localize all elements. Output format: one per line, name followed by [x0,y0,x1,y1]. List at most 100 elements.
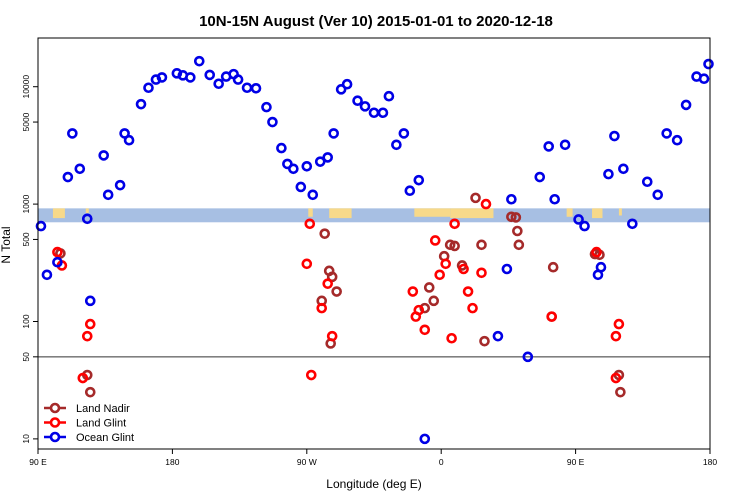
data-point [319,228,331,239]
x-tick-label: 180 [165,457,179,467]
data-point [102,189,114,201]
data-point [610,372,622,384]
data-point [462,286,474,297]
data-point [52,256,63,268]
y-axis: 10 50 100 500 1000 5000 10000 [21,75,38,444]
data-point [35,220,47,232]
points-layer [35,55,714,445]
x-axis: 90 E 180 90 W 0 90 E 180 [29,449,717,467]
legend-label: Land Nadir [76,403,130,415]
data-point [615,386,626,398]
legend-label: Land Glint [76,418,126,430]
data-point [316,302,328,314]
data-point [62,171,74,183]
data-point [510,212,522,223]
legend-swatch-marker [49,417,61,428]
data-point [591,246,602,258]
data-point [476,267,487,279]
data-point [81,213,93,225]
data-point [449,218,460,230]
band-fill-segment [450,208,494,219]
data-point [204,69,216,81]
data-point [419,302,431,314]
data-point [276,142,287,154]
legend: Land Nadir Land Glint Ocean Glint [44,402,134,444]
data-point [613,318,625,330]
data-point [295,181,307,193]
coverage-band [38,208,710,223]
legend-item: Land Nadir [44,402,130,415]
legend-swatch-marker [49,431,61,443]
data-point [322,152,334,163]
data-point [534,171,546,183]
data-point [652,189,664,201]
data-point [74,163,86,175]
data-point [326,330,338,342]
data-point [419,433,431,445]
data-point [444,239,456,251]
plot-background [38,38,710,449]
data-point [314,156,326,167]
data-point [41,269,53,281]
data-point [84,295,96,307]
data-point [328,128,339,139]
legend-item: Land Glint [44,417,126,430]
data-point [193,55,205,67]
legend-item: Ocean Glint [44,431,134,444]
data-point [335,84,347,95]
data-point [359,101,371,112]
data-point [627,218,638,230]
data-point [492,330,504,342]
data-point [479,335,490,347]
data-point [703,58,714,70]
data-point [423,282,435,293]
band-fill-segment [308,208,313,217]
data-point [610,330,622,342]
y-tick-label: 10000 [21,75,31,99]
data-point [419,324,431,336]
data-point [661,128,672,139]
y-tick-label: 100 [21,314,31,328]
data-point [641,176,653,188]
data-point [331,286,342,297]
legend-swatch-marker [49,402,61,414]
data-point [307,189,319,201]
data-point [513,239,525,251]
data-point [261,101,272,113]
data-point [480,198,492,210]
data-point [546,311,558,322]
band-fill-segment [592,208,603,219]
data-point [407,286,419,297]
legend-label: Ocean Glint [76,432,134,444]
data-point [391,139,402,151]
data-point [288,163,299,175]
x-tick-label: 90 W [297,457,317,467]
y-tick-label: 50 [21,352,31,362]
band-fill-segment [329,208,352,219]
data-point [267,116,278,128]
data-point [609,130,620,142]
plot-area [38,38,710,449]
data-point [404,185,416,197]
data-point [549,193,560,205]
data-point [573,214,584,225]
band-fill-segment [85,208,89,213]
data-point [123,134,135,146]
data-point [547,261,559,273]
data-point [84,318,96,330]
data-point [301,258,313,270]
y-tick-label: 500 [21,232,31,246]
data-point [77,372,89,384]
data-point [449,240,460,252]
data-point [301,160,313,172]
data-point [467,302,478,314]
y-tick-label: 10 [21,434,31,444]
data-point [512,225,523,237]
data-point [98,150,110,161]
data-point [185,72,196,83]
series-ocean-glint [35,55,714,445]
chart-title: 10N-15N August (Ver 10) 2015-01-01 to 20… [199,13,553,30]
data-point [250,82,262,94]
data-point [305,369,317,381]
